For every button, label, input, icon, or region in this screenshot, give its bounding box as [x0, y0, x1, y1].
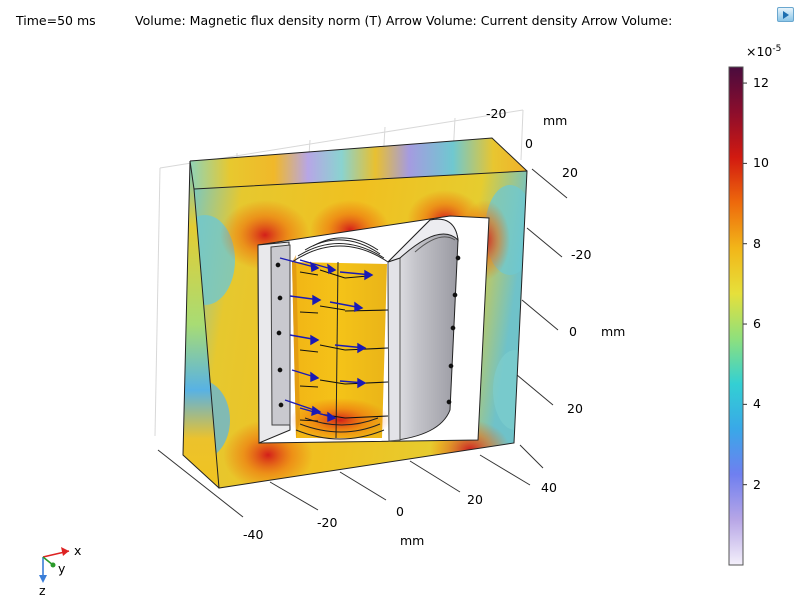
colorbar-tick-label: 12 — [753, 75, 769, 91]
core-center-line — [335, 261, 339, 439]
time-label: Time=50 ms — [16, 13, 96, 28]
triad-x-label: x — [74, 543, 82, 558]
coil-top-rim — [387, 218, 459, 263]
winding-arcs-top — [291, 237, 389, 263]
colorbar-multiplier: ×10-5 — [746, 44, 782, 60]
arrow-field — [275, 255, 461, 423]
colorbar-tick-label: 10 — [753, 155, 769, 171]
colorbar-tick-label: 8 — [753, 235, 761, 251]
x-tick-label: 20 — [467, 492, 483, 507]
triad-y-label: y — [58, 561, 66, 576]
axis-triad — [39, 547, 70, 583]
x-tick-label: 40 — [541, 480, 557, 495]
colorbar — [728, 66, 747, 566]
colorbar-tick-label: 4 — [753, 396, 761, 412]
y-tick-label: 0 — [525, 136, 533, 151]
frame-top-face — [190, 138, 527, 189]
y-tick-label: -20 — [486, 106, 507, 121]
z-tick-label: 0 — [569, 324, 577, 339]
colorbar-tick-label: 2 — [753, 476, 761, 492]
y-tick-label: 20 — [562, 165, 578, 180]
coil-cut-face — [387, 257, 401, 442]
coil-top-arc — [414, 236, 456, 253]
play-icon[interactable] — [777, 7, 794, 22]
x-axis-unit: mm — [400, 533, 425, 548]
z-tick-label: 20 — [567, 401, 583, 416]
x-tick-label: -20 — [317, 515, 338, 530]
plot-title: Volume: Magnetic flux density norm (T) A… — [135, 13, 673, 28]
frame-side-face — [183, 161, 219, 488]
axis-ticks — [157, 168, 568, 518]
z-axis-unit: mm — [601, 324, 626, 339]
core-leg — [292, 262, 387, 438]
coil-cut-left — [270, 244, 291, 426]
x-tick-label: 0 — [396, 504, 404, 519]
core-edge — [292, 255, 300, 438]
z-tick-label: -20 — [571, 247, 592, 262]
x-tick-label: -40 — [243, 527, 264, 542]
colorbar-tick-label: 6 — [753, 316, 761, 332]
triad-z-label: z — [39, 583, 46, 598]
y-axis-unit: mm — [543, 113, 568, 128]
